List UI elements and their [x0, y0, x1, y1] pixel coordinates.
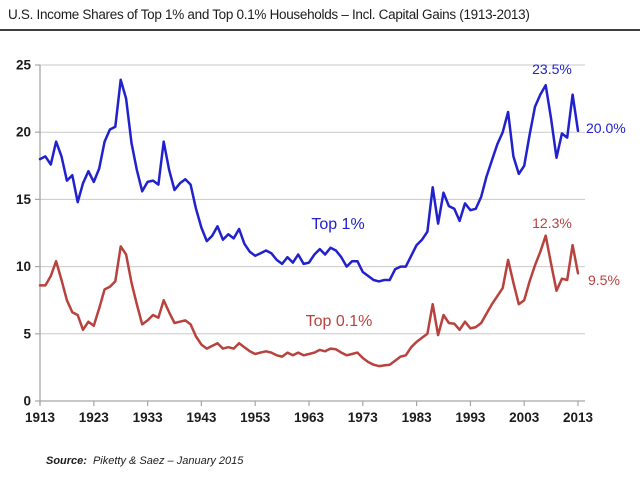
x-tick-label: 1933 [133, 410, 164, 425]
source-label: Source: [46, 455, 87, 467]
y-tick-label: 10 [16, 259, 31, 274]
annotation-top01-end-2013: 9.5% [588, 272, 620, 288]
x-tick-label: 1993 [455, 410, 486, 425]
series-line-top-0-1-percent [38, 234, 580, 368]
annotation-top01-peak-2007: 12.3% [532, 215, 572, 231]
chart-title: U.S. Income Shares of Top 1% and Top 0.1… [8, 7, 530, 22]
x-tick-label: 2013 [563, 410, 594, 425]
title-divider [0, 29, 640, 31]
source-text: Piketty & Saez – January 2015 [92, 455, 244, 467]
y-tick-label: 20 [16, 125, 31, 140]
series-label-top-0-1-percent: Top 0.1% [305, 313, 373, 330]
y-tick-label: 25 [16, 58, 32, 73]
x-tick-label: 1943 [186, 410, 217, 425]
series-label-top-1-percent: Top 1% [311, 216, 365, 233]
x-tick-label: 1983 [402, 410, 433, 425]
annotation-top1-end-2013: 20.0% [586, 120, 626, 136]
x-tick-label: 1953 [240, 410, 271, 425]
annotation-top1-peak-2007: 23.5% [532, 61, 572, 77]
source-citation: Source: Piketty & Saez – January 2015 [46, 455, 243, 467]
x-tick-label: 1913 [25, 410, 56, 425]
y-tick-label: 0 [23, 394, 31, 409]
x-tick-label: 1963 [294, 410, 325, 425]
x-tick-label: 1973 [348, 410, 379, 425]
y-tick-label: 5 [23, 326, 31, 341]
x-tick-label: 2003 [509, 410, 540, 425]
x-tick-label: 1923 [79, 410, 110, 425]
series-line-top-1-percent [38, 78, 580, 283]
y-tick-label: 15 [16, 192, 32, 207]
